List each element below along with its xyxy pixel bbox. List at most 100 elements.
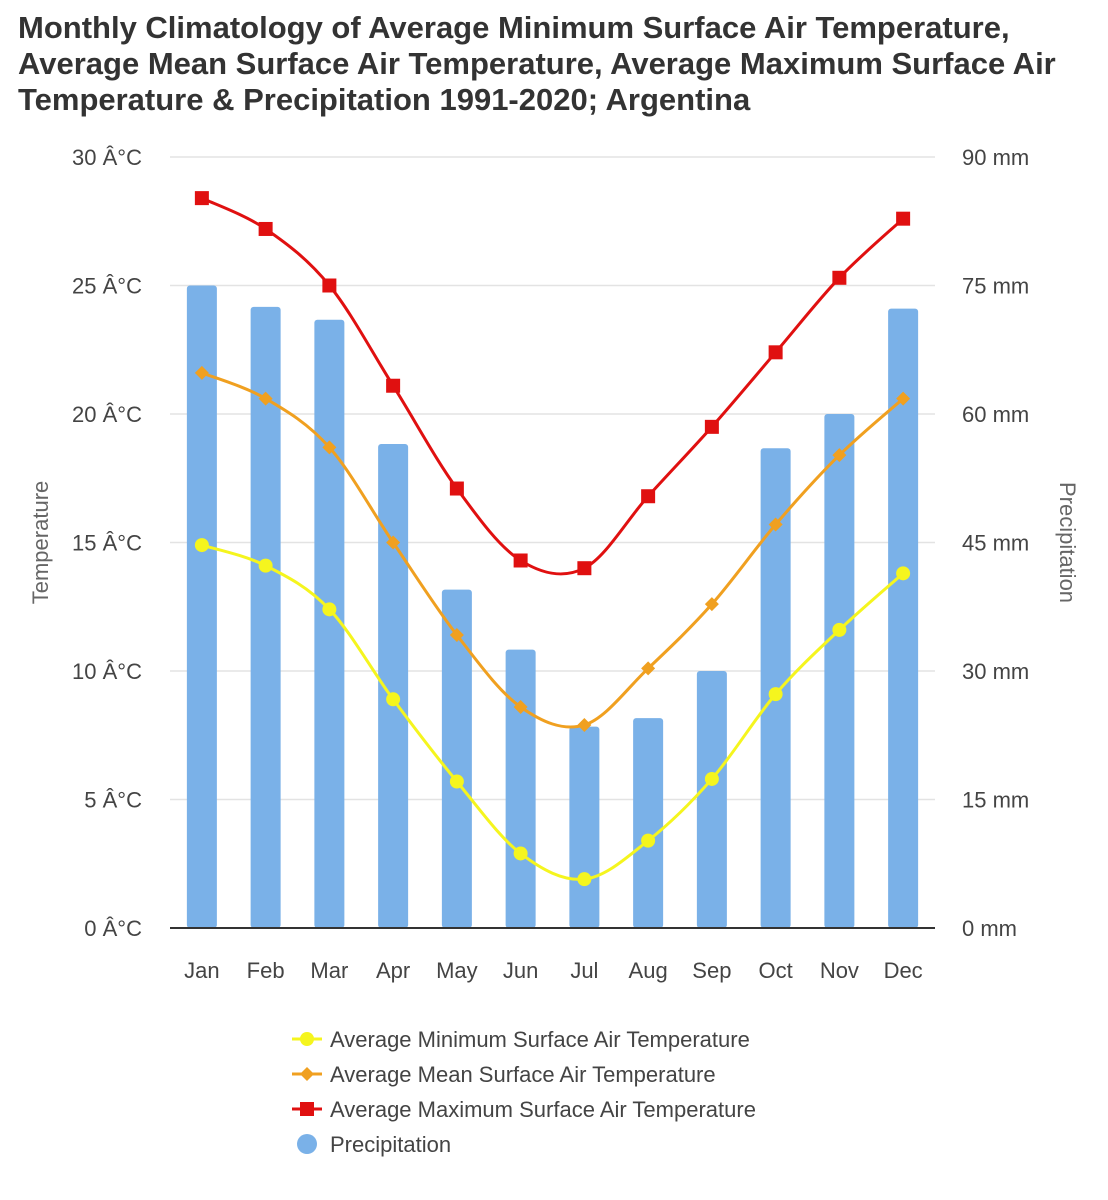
min-temp-point (577, 872, 592, 887)
chart-legend: Average Minimum Surface Air Temperature … (290, 1022, 756, 1162)
legend-marker-mean-temp (300, 1067, 314, 1081)
precipitation-bar (186, 285, 217, 928)
precipitation-bar (888, 308, 919, 928)
legend-swatch-max-temp (292, 1102, 322, 1116)
precipitation-bar (505, 649, 536, 928)
min-temp-point (386, 692, 401, 707)
y-left-tick-label: 15 Â°C (72, 531, 142, 556)
min-temp-point (258, 558, 273, 573)
mean-temp-point (449, 628, 464, 643)
precipitation-bar (250, 306, 281, 929)
legend-marker-max-temp (300, 1102, 314, 1116)
max-temp-point (896, 211, 911, 226)
max-temp-point (704, 419, 719, 434)
mean-temp-point (194, 365, 209, 380)
x-tick-label: Jan (184, 958, 219, 983)
precipitation-bar (824, 414, 855, 928)
legend-label-max-temp: Average Maximum Surface Air Temperature (330, 1097, 756, 1122)
mean-temp-point (704, 597, 719, 612)
max-temp-point (258, 221, 273, 236)
x-tick-label: Sep (692, 958, 731, 983)
min-temp-point (704, 771, 719, 786)
y-right-tick-label: 15 mm (962, 788, 1029, 813)
mean-temp-point (896, 391, 911, 406)
mean-temp-point (322, 440, 337, 455)
mean-temp-point (641, 661, 656, 676)
y-right-tick-label: 30 mm (962, 659, 1029, 684)
y-right-tick-label: 0 mm (962, 916, 1017, 941)
x-tick-label: Dec (884, 958, 923, 983)
precipitation-bar (441, 589, 472, 928)
max-temp-point (386, 378, 401, 393)
max-temp-point (768, 345, 783, 360)
legend-label-mean-temp: Average Mean Surface Air Temperature (330, 1062, 716, 1087)
x-tick-label: Jul (570, 958, 598, 983)
x-tick-label: Jun (503, 958, 538, 983)
precipitation-bar (633, 718, 664, 928)
min-temp-point (896, 566, 911, 581)
mean-temp-point (832, 448, 847, 463)
y-right-tick-label: 45 mm (962, 531, 1029, 556)
x-tick-label: May (436, 958, 478, 983)
chart-title: Monthly Climatology of Average Minimum S… (18, 10, 1108, 118)
chart-title-line-2: Average Mean Surface Air Temperature, Av… (18, 46, 1056, 81)
mean-temp-point (513, 699, 528, 714)
max-temp-point (832, 270, 847, 285)
y-left-tick-label: 5 Â°C (84, 788, 142, 813)
y-right-tick-label: 75 mm (962, 274, 1029, 299)
max-temp-point (194, 191, 209, 206)
precipitation-bar (378, 443, 409, 928)
y-left-tick-label: 25 Â°C (72, 274, 142, 299)
mean-temp-point (386, 535, 401, 550)
y-left-axis-title: Temperature (28, 481, 53, 605)
legend-item-precipitation[interactable]: Precipitation (290, 1127, 756, 1162)
legend-item-min-temp[interactable]: Average Minimum Surface Air Temperature (290, 1022, 756, 1057)
min-temp-point (513, 846, 528, 861)
chart-title-line-3: Temperature & Precipitation 1991-2020; A… (18, 82, 751, 117)
x-tick-label: Mar (310, 958, 348, 983)
max-temp-point (577, 561, 592, 576)
legend-swatch-mean-temp (292, 1067, 322, 1081)
min-temp-point (449, 774, 464, 789)
y-right-axis-title: Precipitation (1055, 482, 1080, 603)
max-temp-point (513, 553, 528, 568)
y-left-tick-label: 0 Â°C (84, 916, 142, 941)
legend-item-mean-temp[interactable]: Average Mean Surface Air Temperature (290, 1057, 756, 1092)
mean-temp-point (258, 391, 273, 406)
min-temp-line (201, 543, 905, 881)
min-temp-point (322, 602, 337, 617)
max-temp-point (449, 481, 464, 496)
y-left-tick-label: 30 Â°C (72, 145, 142, 170)
min-temp-point (194, 538, 209, 553)
max-temp-line (201, 196, 905, 576)
x-tick-label: Apr (376, 958, 410, 983)
min-temp-point (768, 687, 783, 702)
mean-temp-point (768, 517, 783, 532)
legend-swatch-precipitation (297, 1134, 317, 1154)
y-right-tick-label: 90 mm (962, 145, 1029, 170)
min-temp-point (641, 833, 656, 848)
legend-swatch-min-temp (292, 1032, 322, 1046)
legend-marker-precipitation (297, 1134, 317, 1154)
y-left-tick-label: 10 Â°C (72, 659, 142, 684)
y-left-tick-label: 20 Â°C (72, 402, 142, 427)
max-temp-point (322, 278, 337, 293)
precipitation-bar (314, 319, 345, 928)
legend-item-max-temp[interactable]: Average Maximum Surface Air Temperature (290, 1092, 756, 1127)
x-tick-label: Oct (759, 958, 793, 983)
precipitation-bar (569, 726, 600, 928)
mean-temp-line (201, 371, 905, 729)
mean-temp-point (577, 717, 592, 732)
max-temp-point (641, 489, 656, 504)
y-right-tick-label: 60 mm (962, 402, 1029, 427)
precipitation-bar (696, 671, 727, 928)
min-temp-point (832, 622, 847, 637)
climate-chart: 0 Â°C 5 Â°C 10 Â°C 15 Â°C 20 Â°C 25 Â°C 30 Â°C… (28, 145, 1080, 983)
legend-label-precipitation: Precipitation (330, 1132, 452, 1157)
x-tick-label: Feb (247, 958, 285, 983)
chart-title-line-1: Monthly Climatology of Average Minimum S… (18, 10, 1010, 45)
x-tick-label: Nov (820, 958, 859, 983)
x-tick-label: Aug (629, 958, 668, 983)
legend-label-min-temp: Average Minimum Surface Air Temperature (330, 1027, 750, 1052)
legend-marker-min-temp (300, 1032, 314, 1046)
